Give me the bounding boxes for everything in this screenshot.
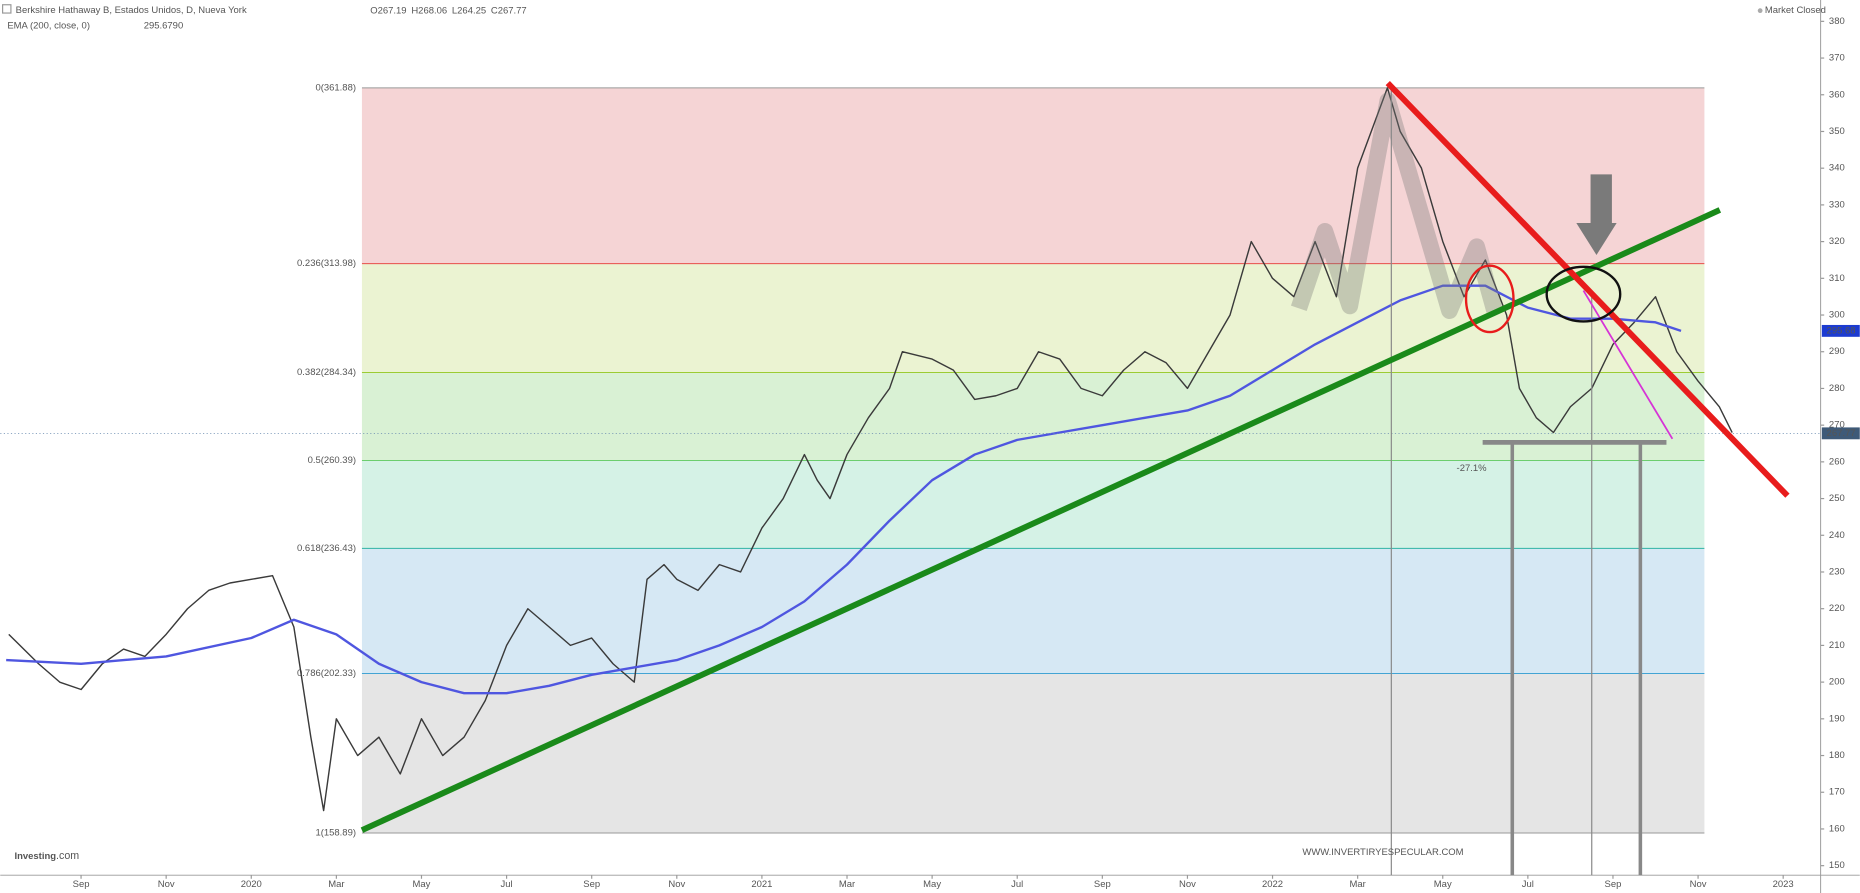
fib-label: 0.5(260.39) [308, 455, 356, 466]
x-tick-label: 2023 [1773, 879, 1794, 890]
y-tick-label: 250 [1829, 493, 1845, 504]
resistance-trendline [1385, 80, 1790, 498]
arrow [1576, 174, 1617, 255]
x-tick-label: 2022 [1262, 879, 1283, 890]
series: 295.68 267.77 [0, 87, 1860, 812]
drawdown-label: -27.1% [1457, 463, 1488, 474]
y-tick-label: 240 [1829, 530, 1845, 541]
x-tick-label: 2020 [241, 879, 262, 890]
x-tick-label: May [413, 879, 431, 890]
x-tick-label: Sep [73, 879, 90, 890]
y-tick-label: 210 [1829, 640, 1845, 651]
watermark: WWW.INVERTIRYESPECULAR.COM [1302, 847, 1463, 858]
y-tick-label: 350 [1829, 126, 1845, 137]
short-trendline [1582, 290, 1674, 440]
drawings [360, 80, 1790, 876]
fib-zone [361, 87, 1705, 264]
support-trendline [360, 207, 1722, 833]
fib-zone [361, 673, 1705, 834]
indicator-name: EMA (200, close, 0) [7, 21, 90, 32]
x-tick-label: Nov [158, 879, 175, 890]
y-tick-label: 340 [1829, 163, 1845, 174]
fib-zone [361, 263, 1705, 373]
ohlc: O267.19 H268.06 L264.25 C267.77 [370, 5, 526, 16]
ohlc-value: 267.77 [498, 5, 527, 16]
y-tick-label: 360 [1829, 89, 1845, 100]
fib-label: 0(361.88) [315, 82, 356, 93]
fib-zone [361, 372, 1705, 461]
x-tick-label: Nov [1179, 879, 1196, 890]
fib-label: 0.236(313.98) [297, 258, 356, 269]
x-tick-label: Mar [839, 879, 855, 890]
y-tick-label: 180 [1829, 750, 1845, 761]
fib-label: 1(158.89) [315, 828, 356, 839]
market-status: Market Closed [1765, 5, 1826, 16]
series-line [6, 284, 1682, 695]
price-tag [1821, 427, 1860, 440]
ohlc-value: 264.25 [457, 5, 486, 16]
x-tick-label: Sep [1094, 879, 1111, 890]
x-tick-label: Sep [583, 879, 600, 890]
highlight-circle [1545, 265, 1622, 323]
y-tick-label: 200 [1829, 677, 1845, 688]
chart-title: Berkshire Hathaway B, Estados Unidos, D,… [16, 5, 247, 16]
ohlc-label: L [452, 5, 457, 16]
indicator-value: 295.6790 [144, 21, 183, 32]
x-tick-label: Nov [1690, 879, 1707, 890]
header: Berkshire Hathaway B, Estados Unidos, D,… [2, 4, 1826, 32]
y-tick-label: 280 [1829, 383, 1845, 394]
logo-text: Investing [14, 851, 56, 862]
y-tick-label: 290 [1829, 346, 1845, 357]
y-tick-label: 370 [1829, 53, 1845, 64]
y-tick-label: 150 [1829, 860, 1845, 871]
x-tick-label: Sep [1605, 879, 1622, 890]
footer: WWW.INVERTIRYESPECULAR.COM Investing.com… [14, 463, 1487, 862]
y-tick-label: 190 [1829, 713, 1845, 724]
y-tick-label: 230 [1829, 566, 1845, 577]
y-tick-label: 330 [1829, 199, 1845, 210]
x-tick-label: May [923, 879, 941, 890]
x-tick-label: Jul [1522, 879, 1534, 890]
y-tick-label: 310 [1829, 273, 1845, 284]
status-dot [1757, 8, 1763, 14]
series-line [8, 87, 1733, 812]
fib-label: 0.382(284.34) [297, 367, 356, 378]
fib-zone [361, 460, 1705, 549]
y-tick-label: 320 [1829, 236, 1845, 247]
ohlc-label: O [370, 5, 377, 16]
x-tick-label: Nov [668, 879, 685, 890]
highlight-circle [1464, 264, 1515, 334]
x-tick-label: 2021 [751, 879, 772, 890]
ohlc-value: 267.19 [378, 5, 407, 16]
x-tick-label: Jul [501, 879, 513, 890]
y-tick-label: 260 [1829, 456, 1845, 467]
x-tick-label: Jul [1011, 879, 1023, 890]
price-tag [1821, 324, 1860, 337]
y-tick-label: 270 [1829, 420, 1845, 431]
x-tick-label: Mar [1349, 879, 1365, 890]
logo: Investing.com [14, 850, 79, 862]
y-tick-label: 220 [1829, 603, 1845, 614]
x-tick-label: May [1434, 879, 1452, 890]
ohlc-label: H [411, 5, 418, 16]
x-tick-label: Mar [328, 879, 344, 890]
ohlc-value: 268.06 [418, 5, 447, 16]
fib-label: 0.618(236.43) [297, 543, 356, 554]
collapse-icon[interactable] [2, 4, 12, 14]
price-tag-label: 267.77 [1827, 428, 1856, 439]
y-tick-label: 300 [1829, 310, 1845, 321]
y-tick-label: 380 [1829, 16, 1845, 27]
pattern-highlight [1290, 92, 1503, 320]
fib-label: 0.786(202.33) [297, 668, 356, 679]
y-tick-label: 170 [1829, 787, 1845, 798]
logo-suffix: .com [56, 850, 79, 862]
price-tag-label: 295.68 [1827, 325, 1856, 336]
ohlc-label: C [491, 5, 498, 16]
fib-zones: 0(361.88) 0.236(313.98) 0.382(284.34) 0.5(2… [297, 82, 1705, 839]
fib-zone [361, 548, 1705, 674]
y-tick-label: 160 [1829, 823, 1845, 834]
